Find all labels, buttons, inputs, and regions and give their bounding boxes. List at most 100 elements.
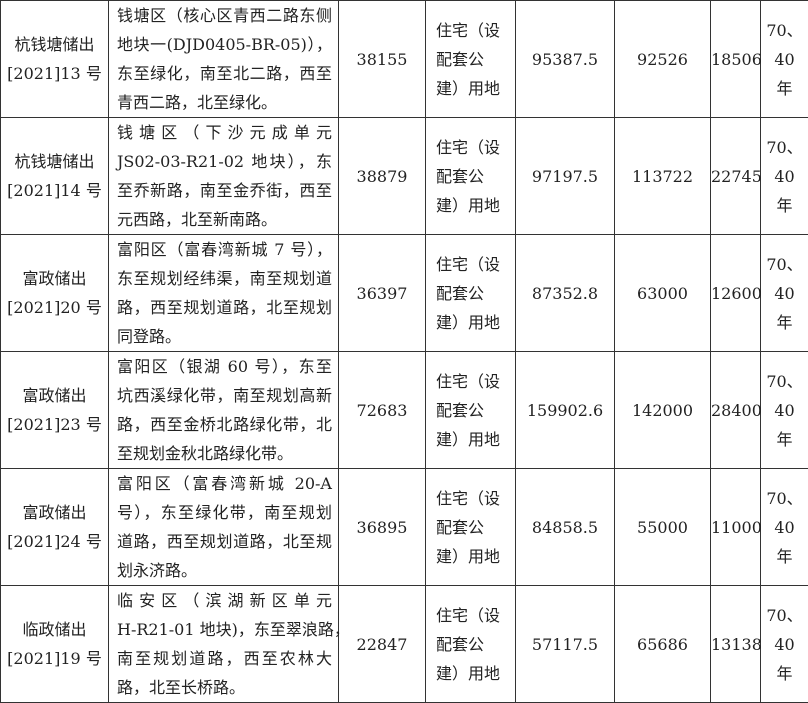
- parcel-code-cell-line: [2021]24 号: [1, 527, 108, 556]
- building-area-cell: 57117.5: [516, 586, 615, 703]
- area-cell: 36397: [339, 235, 426, 352]
- parcel-code-cell-line: 临政储出: [1, 615, 108, 644]
- parcel-code-cell-line: [2021]14 号: [1, 176, 108, 205]
- table-row: 杭钱塘储出[2021]13 号钱塘区（核心区青西二路东侧地块一(DJD0405-…: [1, 1, 808, 118]
- land-use-cell-line: 配套公: [436, 396, 515, 425]
- parcel-code-cell: 富政储出[2021]23 号: [1, 352, 109, 469]
- land-use-cell-line: 配套公: [436, 513, 515, 542]
- term-cell-line: 40: [761, 279, 808, 308]
- location-cell: 富阳区（银湖 60 号），东至坑西溪绿化带，南至规划高新路，西至金桥北路绿化带，…: [109, 352, 339, 469]
- parcel-code-cell-line: 杭钱塘储出: [1, 147, 108, 176]
- location-cell-line: 道路，西至规划道路，北至规: [117, 527, 332, 556]
- location-cell-line: 同登路。: [117, 322, 332, 351]
- location-cell-line: 临 安 区 （ 滨 湖 新 区 单 元: [117, 586, 332, 615]
- location-cell-line: 号），东至绿化带，南至规划: [117, 498, 332, 527]
- start-price-cell: 92526: [615, 1, 711, 118]
- deposit-cell: 22745: [711, 118, 761, 235]
- term-cell-line: 40: [761, 45, 808, 74]
- parcel-code-cell-line: [2021]13 号: [1, 59, 108, 88]
- land-use-cell-line: 住宅（设: [436, 133, 515, 162]
- deposit-cell: 13138: [711, 586, 761, 703]
- term-cell-line: 40: [761, 513, 808, 542]
- term-cell-line: 70、: [761, 484, 808, 513]
- location-cell-line: 至规划金秋北路绿化带。: [117, 439, 332, 468]
- land-use-cell: 住宅（设配套公建）用地: [426, 469, 516, 586]
- parcel-code-cell: 临政储出[2021]19 号: [1, 586, 109, 703]
- term-cell-line: 40: [761, 396, 808, 425]
- location-cell-line: 坑西溪绿化带，南至规划高新: [117, 381, 332, 410]
- term-cell-line: 70、: [761, 601, 808, 630]
- land-use-cell: 住宅（设配套公建）用地: [426, 352, 516, 469]
- building-area-cell: 159902.6: [516, 352, 615, 469]
- land-use-cell-line: 住宅（设: [436, 250, 515, 279]
- building-area-cell: 95387.5: [516, 1, 615, 118]
- location-cell-line: 地块一(DJD0405-BR-05)），: [117, 30, 332, 59]
- land-use-cell-line: 配套公: [436, 162, 515, 191]
- start-price-cell: 63000: [615, 235, 711, 352]
- parcel-code-cell-line: 富政储出: [1, 264, 108, 293]
- start-price-cell: 113722: [615, 118, 711, 235]
- term-cell-line: 年: [761, 308, 808, 337]
- term-cell-line: 年: [761, 425, 808, 454]
- parcel-code-cell-line: [2021]20 号: [1, 293, 108, 322]
- start-price-cell: 65686: [615, 586, 711, 703]
- area-cell: 38879: [339, 118, 426, 235]
- location-cell-line: 东至规划经纬渠，南至规划道: [117, 264, 332, 293]
- land-use-cell-line: 建）用地: [436, 425, 515, 454]
- area-cell: 72683: [339, 352, 426, 469]
- deposit-cell: 28400: [711, 352, 761, 469]
- area-cell: 38155: [339, 1, 426, 118]
- term-cell-line: 年: [761, 74, 808, 103]
- location-cell-line: 路，西至金桥北路绿化带，北: [117, 410, 332, 439]
- term-cell-line: 40: [761, 162, 808, 191]
- land-use-cell-line: 配套公: [436, 630, 515, 659]
- deposit-cell: 18506: [711, 1, 761, 118]
- parcel-code-cell: 杭钱塘储出[2021]14 号: [1, 118, 109, 235]
- area-cell: 36895: [339, 469, 426, 586]
- land-use-cell-line: 建）用地: [436, 191, 515, 220]
- land-use-cell-line: 建）用地: [436, 659, 515, 688]
- deposit-cell: 11000: [711, 469, 761, 586]
- parcel-code-cell: 杭钱塘储出[2021]13 号: [1, 1, 109, 118]
- location-cell-line: 划永济路。: [117, 556, 332, 585]
- area-cell: 22847: [339, 586, 426, 703]
- start-price-cell: 142000: [615, 352, 711, 469]
- land-use-cell: 住宅（设配套公建）用地: [426, 118, 516, 235]
- location-cell-line: JS02-03-R21-02 地块），东: [117, 147, 332, 176]
- land-use-cell-line: 住宅（设: [436, 601, 515, 630]
- term-cell-line: 70、: [761, 367, 808, 396]
- location-cell-line: 钱塘区（核心区青西二路东侧: [117, 1, 332, 30]
- location-cell-line: 富阳区（银湖 60 号），东至: [117, 352, 332, 381]
- land-use-cell: 住宅（设配套公建）用地: [426, 235, 516, 352]
- deposit-cell: 12600: [711, 235, 761, 352]
- location-cell-line: 南至规划道路，西至农林大: [117, 644, 332, 673]
- building-area-cell: 97197.5: [516, 118, 615, 235]
- land-use-cell: 住宅（设配套公建）用地: [426, 586, 516, 703]
- location-cell: 富阳区（富春湾新城 7 号），东至规划经纬渠，南至规划道路，西至规划道路，北至规…: [109, 235, 339, 352]
- land-use-cell-line: 建）用地: [436, 308, 515, 337]
- term-cell-line: 年: [761, 191, 808, 220]
- land-use-cell-line: 住宅（设: [436, 367, 515, 396]
- land-use-cell-line: 建）用地: [436, 74, 515, 103]
- parcel-code-cell-line: [2021]19 号: [1, 644, 108, 673]
- location-cell-line: 路，北至长桥路。: [117, 673, 332, 702]
- land-use-cell-line: 建）用地: [436, 542, 515, 571]
- location-cell-line: H-R21-01 地块)，东至翠浪路，: [117, 615, 332, 644]
- building-area-cell: 84858.5: [516, 469, 615, 586]
- land-use-cell-line: 配套公: [436, 279, 515, 308]
- location-cell-line: 元西路，北至新南路。: [117, 205, 332, 234]
- land-use-cell-line: 配套公: [436, 45, 515, 74]
- location-cell-line: 路，西至规划道路，北至规划: [117, 293, 332, 322]
